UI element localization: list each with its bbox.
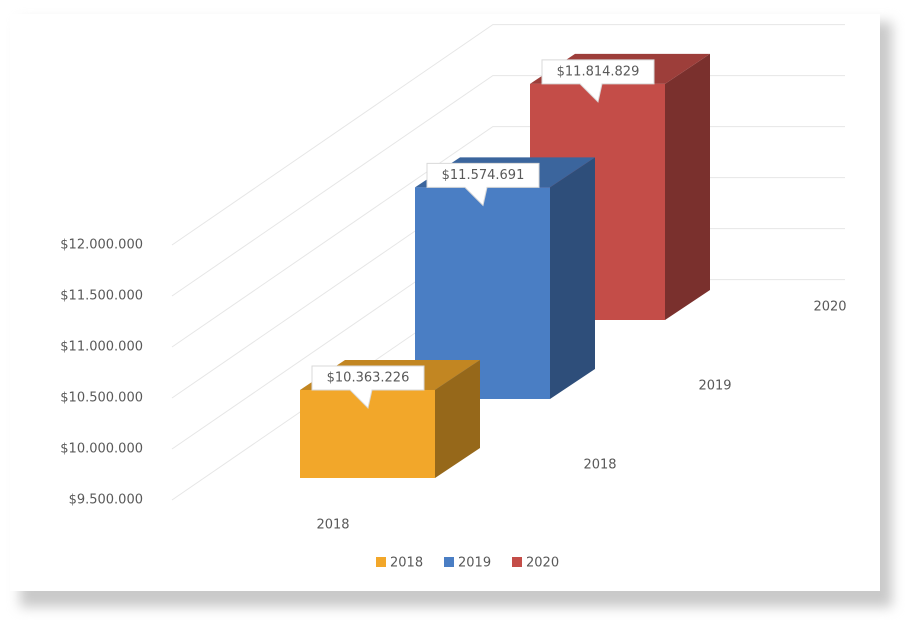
label-callout [311, 365, 425, 409]
legend-swatch [444, 557, 454, 567]
label-callout [426, 162, 540, 207]
grid-line [171, 126, 845, 348]
depth-axis-label: 2020 [813, 300, 846, 315]
y-tick-label: $9.500.000 [69, 493, 143, 508]
legend-label: 2020 [526, 556, 559, 571]
value-label: $10.363.226 [327, 370, 410, 385]
depth-axis-label: 2018 [583, 458, 616, 473]
legend-label: 2018 [390, 556, 423, 571]
y-tick-label: $11.000.000 [60, 340, 143, 355]
legend-swatch [512, 557, 522, 567]
grid-line [171, 75, 845, 297]
legend-swatch [376, 557, 386, 567]
y-tick-label: $11.500.000 [60, 289, 143, 304]
depth-axis-label: 2019 [698, 379, 731, 394]
y-tick-label: $10.000.000 [60, 442, 143, 457]
value-label: $11.814.829 [557, 64, 640, 79]
y-tick-label: $12.000.000 [60, 238, 143, 253]
y-tick-label: $10.500.000 [60, 391, 143, 406]
x-tick-label: 2018 [316, 518, 349, 533]
value-label: $11.574.691 [442, 168, 525, 183]
label-callout [541, 59, 655, 103]
bar-side [550, 157, 595, 399]
grid-line [171, 24, 845, 246]
legend-label: 2019 [458, 556, 491, 571]
bar-side [665, 53, 710, 320]
bar-side [435, 359, 480, 478]
